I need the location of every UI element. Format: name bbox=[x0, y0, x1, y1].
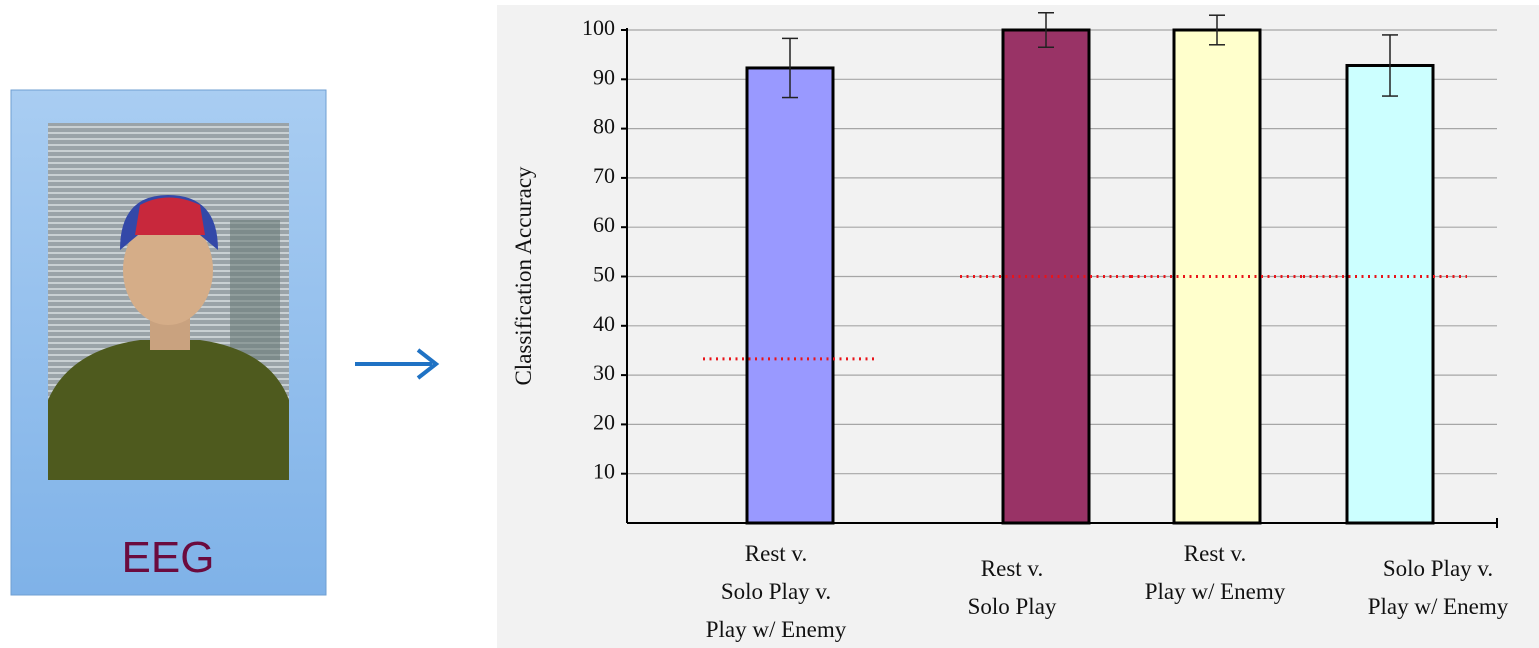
error-bar bbox=[782, 37, 798, 99]
x-tick-label: Rest v. bbox=[745, 541, 807, 566]
x-tick-label: Rest v. bbox=[981, 556, 1043, 581]
y-tick-label: 80 bbox=[593, 114, 615, 139]
chart: 10 20 30 40 50 60 70 80 90 100 Rest v. Solo Play v.… bbox=[582, 11, 1509, 642]
arrow bbox=[355, 348, 440, 380]
error-bar bbox=[1382, 34, 1398, 97]
photo bbox=[48, 123, 289, 480]
y-tick-label: 50 bbox=[593, 262, 615, 287]
x-tick-label: Play w/ Enemy bbox=[1368, 594, 1509, 619]
y-tick-label: 30 bbox=[593, 360, 615, 385]
x-tick-label: Play w/ Enemy bbox=[706, 617, 847, 642]
y-tick-label: 60 bbox=[593, 212, 615, 237]
error-bar bbox=[1209, 14, 1225, 46]
x-tick-label: Play w/ Enemy bbox=[1145, 579, 1286, 604]
y-tick-label: 100 bbox=[582, 15, 615, 40]
x-tick-label: Solo Play bbox=[968, 594, 1057, 619]
x-tick-label: Rest v. bbox=[1184, 541, 1246, 566]
panel-label: EEG bbox=[122, 533, 215, 582]
x-tick-label: Solo Play v. bbox=[1383, 556, 1493, 581]
y-tick-label: 20 bbox=[593, 409, 615, 434]
eeg-panel: EEG bbox=[10, 89, 327, 596]
y-tick-label: 90 bbox=[593, 64, 615, 89]
y-axis-label: Classification Accuracy bbox=[511, 166, 536, 386]
bar bbox=[745, 66, 835, 525]
error-bar bbox=[1038, 11, 1054, 49]
y-tick-label: 70 bbox=[593, 163, 615, 188]
bar bbox=[1345, 63, 1435, 525]
y-tick-label: 40 bbox=[593, 311, 615, 336]
x-tick-label: Solo Play v. bbox=[721, 579, 831, 604]
y-tick-label: 10 bbox=[593, 459, 615, 484]
